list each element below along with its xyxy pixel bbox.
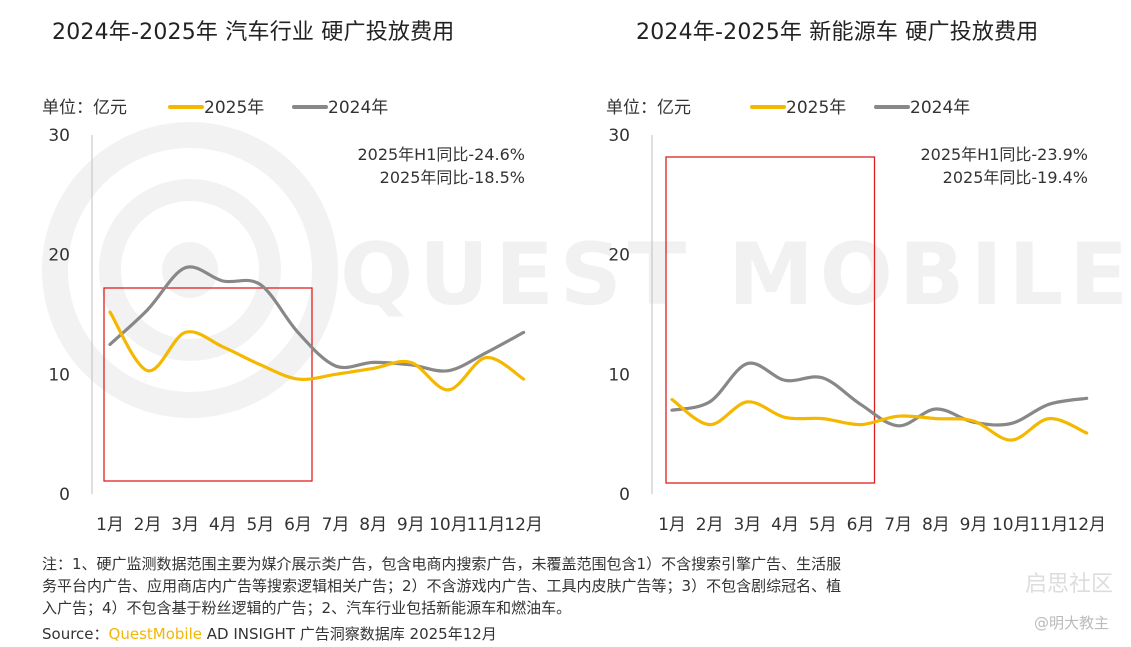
x-tick-label: 1月	[658, 515, 686, 535]
footnote-line: 入广告；4）不包含基于粉丝逻辑的广告；2、汽车行业包括新能源车和燃油车。	[42, 599, 572, 617]
yoy-annotation: 2025年同比-19.4%	[943, 168, 1088, 187]
x-tick-label: 11月	[1030, 515, 1069, 535]
watermark-text: QUEST MOBILE	[340, 225, 1131, 325]
x-tick-label: 9月	[397, 515, 425, 535]
x-tick-label: 4月	[209, 515, 237, 535]
series-line-2025年	[108, 310, 526, 392]
community-watermark: 启思社区	[1024, 572, 1113, 597]
y-tick-label: 20	[608, 246, 630, 266]
x-tick-label: 7月	[884, 515, 912, 535]
x-tick-label: 7月	[322, 515, 350, 535]
x-tick-label: 2月	[696, 515, 724, 535]
x-tick-label: 12月	[1067, 515, 1106, 535]
legend-label: 2024年	[910, 98, 970, 118]
y-tick-label: 10	[48, 365, 70, 385]
source-prefix: Source：	[42, 625, 109, 643]
x-tick-label: 12月	[504, 515, 543, 535]
x-tick-label: 1月	[96, 515, 124, 535]
h1-highlight-box	[103, 287, 313, 482]
x-tick-label: 6月	[847, 515, 875, 535]
chart-title-auto-industry: 2024年-2025年 汽车行业 硬广投放费用	[52, 20, 455, 45]
unit-label: 单位：亿元	[606, 98, 691, 118]
chart-title-new-energy: 2024年-2025年 新能源车 硬广投放费用	[636, 20, 1039, 45]
footnote-line: 注：1、硬广监测数据范围主要为媒介展示类广告，包含电商内搜索广告，未覆盖范围包含…	[42, 555, 842, 573]
x-tick-label: 11月	[467, 515, 506, 535]
x-tick-label: 10月	[992, 515, 1031, 535]
source-suffix: AD INSIGHT 广告洞察数据库 2025年12月	[201, 625, 497, 643]
x-tick-label: 3月	[733, 515, 761, 535]
yoy-annotation: 2025年同比-18.5%	[380, 168, 525, 187]
yoy-annotation: 2025年H1同比-23.9%	[920, 145, 1088, 164]
yoy-annotation: 2025年H1同比-24.6%	[357, 145, 525, 164]
y-tick-label: 0	[59, 485, 70, 505]
author-signature: @明大教主	[1033, 614, 1109, 632]
footnotes: 注：1、硬广监测数据范围主要为媒介展示类广告，包含电商内搜索广告，未覆盖范围包含…	[42, 553, 1102, 619]
y-tick-label: 30	[608, 126, 630, 146]
x-tick-label: 6月	[284, 515, 312, 535]
y-tick-label: 20	[48, 246, 70, 266]
quest-mobile-logo-watermark	[42, 122, 338, 418]
x-tick-label: 3月	[171, 515, 199, 535]
x-tick-label: 9月	[960, 515, 988, 535]
y-tick-label: 10	[608, 365, 630, 385]
series-line-2024年	[670, 361, 1089, 428]
source-brand: QuestMobile	[108, 625, 202, 643]
x-tick-label: 8月	[359, 515, 387, 535]
source-line: Source：QuestMobile AD INSIGHT 广告洞察数据库 20…	[42, 623, 497, 644]
x-tick-label: 2月	[134, 515, 162, 535]
x-tick-label: 8月	[922, 515, 950, 535]
x-tick-label: 4月	[771, 515, 799, 535]
legend-label: 2025年	[786, 98, 846, 118]
series-line-2024年	[108, 265, 526, 373]
series-line-2025年	[670, 397, 1089, 442]
y-tick-label: 30	[48, 126, 70, 146]
legend-label: 2025年	[204, 98, 264, 118]
x-tick-label: 5月	[809, 515, 837, 535]
y-tick-label: 0	[619, 485, 630, 505]
legend-label: 2024年	[328, 98, 388, 118]
x-tick-label: 10月	[429, 515, 468, 535]
unit-label: 单位：亿元	[42, 98, 127, 118]
h1-highlight-box	[665, 156, 876, 484]
x-tick-label: 5月	[246, 515, 274, 535]
footnote-line: 务平台内广告、应用商店内广告等搜索逻辑相关广告；2）不含游戏内广告、工具内皮肤广…	[42, 577, 842, 595]
